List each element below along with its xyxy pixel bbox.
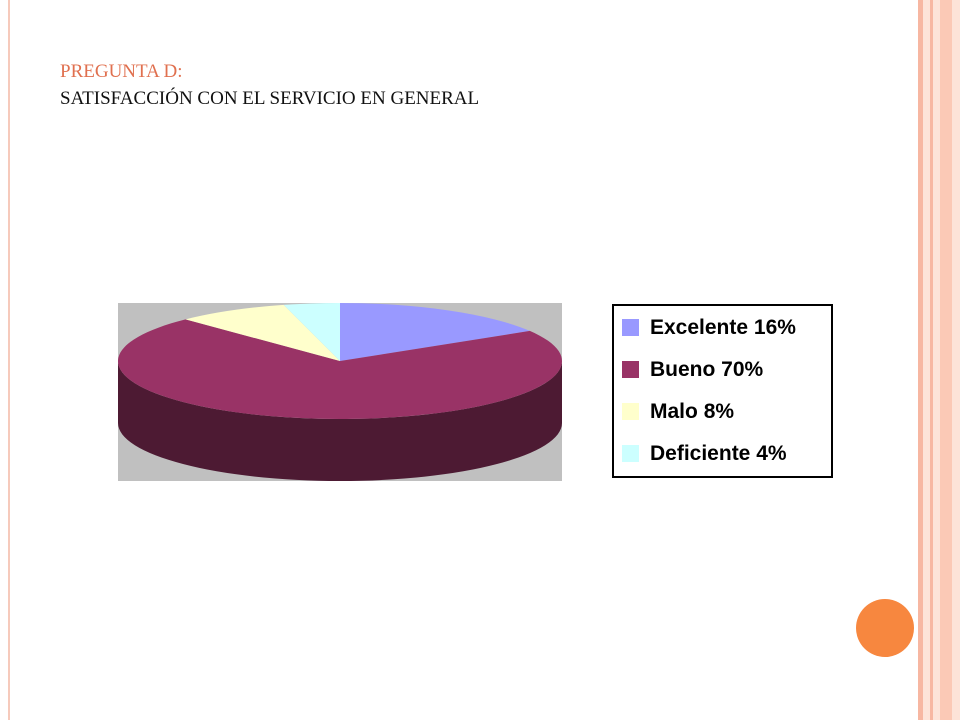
legend-value: 16% — [754, 316, 796, 339]
pie-slice — [117, 319, 562, 419]
legend-value: 70% — [721, 358, 763, 381]
legend-label: Malo 8% — [650, 400, 734, 423]
decor-circle — [856, 599, 914, 657]
slide-title: PREGUNTA D: — [60, 61, 183, 82]
legend-swatch — [622, 403, 639, 420]
legend-swatch — [622, 319, 639, 336]
pie — [117, 303, 562, 481]
legend-label: Excelente 16% — [650, 316, 796, 339]
slide-subtitle: SATISFACCIÓN CON EL SERVICIO EN GENERAL — [60, 87, 479, 109]
legend-label: Bueno 70% — [650, 358, 764, 381]
right-stripe — [940, 0, 952, 720]
right-band — [918, 0, 960, 720]
legend-items: Excelente 16% Bueno 70% Malo 8% Deficiente … — [622, 316, 796, 465]
legend-category: Bueno — [650, 358, 715, 381]
legend-label: Deficiente 4% — [650, 442, 787, 465]
legend-swatch — [622, 361, 639, 378]
legend-swatch — [622, 445, 639, 462]
right-stripe — [930, 0, 933, 720]
legend — [612, 304, 833, 478]
legend-value: 4% — [756, 442, 787, 465]
right-stripe — [918, 0, 923, 720]
pie-slice — [283, 303, 340, 361]
pie-slice — [185, 304, 340, 361]
legend-value: 8% — [704, 400, 735, 423]
pie-slice — [340, 303, 530, 361]
legend-category: Malo — [650, 400, 698, 423]
legend-category: Deficiente — [650, 442, 750, 465]
pie-slice-side — [118, 361, 562, 481]
legend-category: Excelente — [650, 316, 748, 339]
